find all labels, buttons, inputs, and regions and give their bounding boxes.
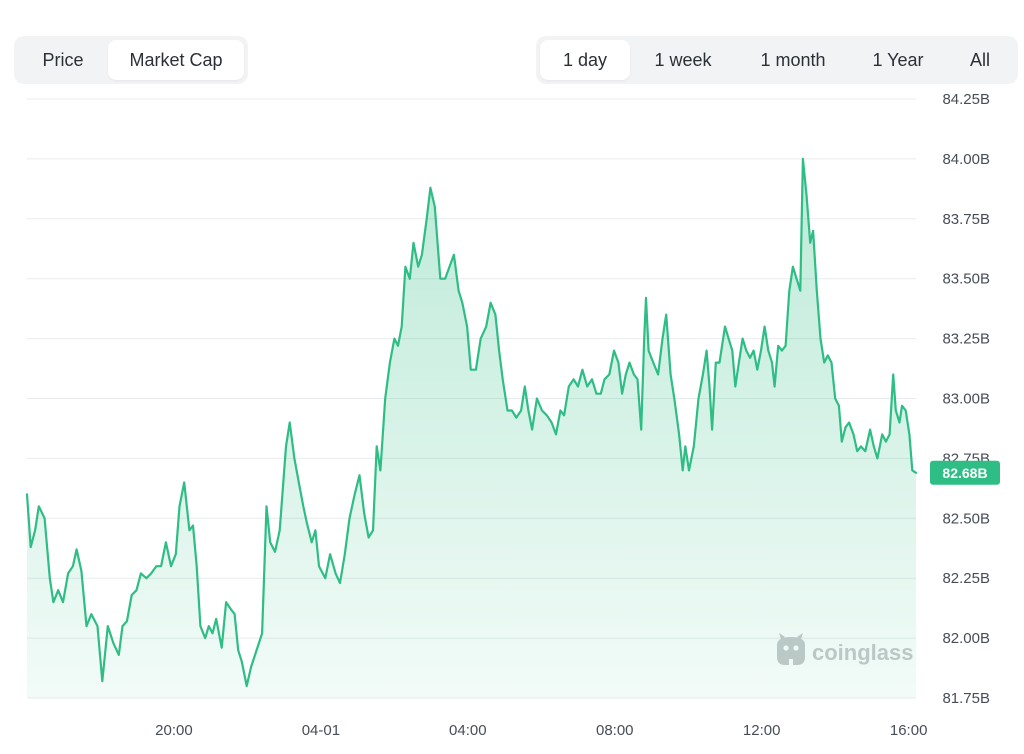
y-tick-label: 82.50B	[942, 510, 990, 527]
y-tick-label: 81.75B	[942, 690, 990, 707]
y-tick-label: 84.25B	[942, 91, 990, 108]
x-tick-label: 04-01	[302, 722, 340, 739]
tab-market-cap[interactable]: Market Cap	[108, 40, 244, 80]
x-tick-label: 16:00	[890, 722, 928, 739]
y-tick-label: 83.25B	[942, 331, 990, 348]
series-area	[27, 158, 916, 698]
x-tick-label: 04:00	[449, 722, 487, 739]
tab-all[interactable]: All	[969, 49, 990, 70]
x-axis: 20:00 04-01 04:00 08:00 12:00 16:00	[155, 722, 927, 739]
tab-price[interactable]: Price	[42, 49, 84, 70]
y-axis: 84.25B84.00B83.75B83.50B83.25B83.00B82.7…	[942, 91, 990, 707]
x-tick-label: 12:00	[743, 722, 781, 739]
y-tick-label: 83.50B	[942, 271, 990, 288]
time-range-toggle: 1 day 1 week 1 month 1 Year All	[536, 36, 1018, 84]
x-tick-label: 08:00	[596, 722, 634, 739]
x-tick-label: 20:00	[155, 722, 193, 739]
last-value-text: 82.68B	[942, 465, 987, 481]
y-tick-label: 84.00B	[942, 151, 990, 168]
y-tick-label: 82.25B	[942, 570, 990, 587]
tab-1-month[interactable]: 1 month	[760, 49, 826, 70]
y-tick-label: 83.00B	[942, 391, 990, 408]
tab-1-day[interactable]: 1 day	[540, 40, 630, 80]
series-line	[25, 157, 918, 688]
y-tick-label: 82.00B	[942, 630, 990, 647]
metric-toggle: Price Market Cap	[14, 36, 248, 84]
last-value-label: 82.68B	[930, 460, 1000, 485]
tab-1-year[interactable]: 1 Year	[872, 49, 924, 70]
tab-1-week[interactable]: 1 week	[654, 49, 712, 70]
y-tick-label: 83.75B	[942, 211, 990, 228]
last-value-badge	[930, 460, 1000, 485]
